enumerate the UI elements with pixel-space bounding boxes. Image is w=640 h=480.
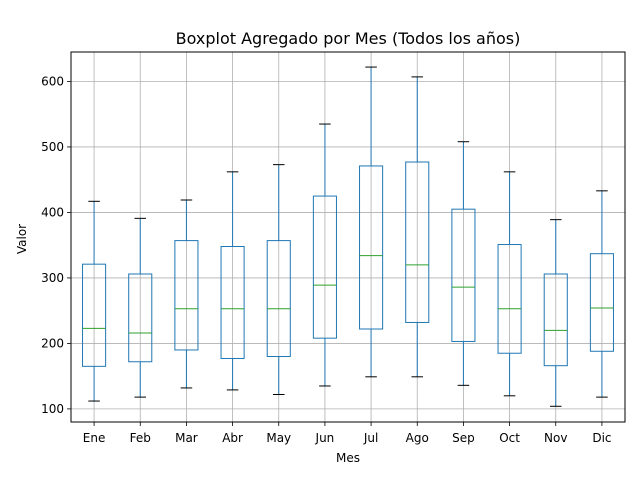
y-tick-label: 500	[41, 140, 64, 154]
box-may	[266, 164, 291, 395]
box-mar	[174, 199, 199, 389]
axis-layer: 100 200 300 400 500 600 Ene Feb Mar Abr May Jun Jul A…	[41, 74, 611, 445]
iqr-box	[589, 253, 614, 352]
x-tick-label: Ago	[406, 431, 429, 445]
x-tick-label: Abr	[222, 431, 243, 445]
y-tick-label: 400	[41, 205, 64, 219]
box-feb	[128, 217, 153, 398]
box-sep	[451, 141, 476, 386]
x-tick-label: Sep	[452, 431, 475, 445]
iqr-box	[82, 263, 107, 367]
y-tick-label: 200	[41, 336, 64, 350]
box-abr	[220, 171, 245, 391]
iqr-box	[174, 240, 199, 351]
chart-title: Boxplot Agregado por Mes (Todos los años…	[176, 29, 521, 48]
iqr-box	[451, 208, 476, 342]
box-nov	[543, 219, 568, 407]
x-tick-label: Mar	[175, 431, 198, 445]
box-oct	[497, 171, 522, 397]
box-dic	[589, 190, 614, 398]
x-tick-label: Nov	[544, 431, 567, 445]
iqr-box	[497, 244, 522, 354]
iqr-box	[543, 273, 568, 367]
box-ago	[405, 76, 430, 378]
x-tick-label: May	[266, 431, 291, 445]
box-ene	[82, 200, 107, 402]
box-jul	[359, 66, 384, 378]
box-jun	[312, 123, 337, 387]
box-layer	[82, 66, 614, 407]
x-tick-label: Jul	[363, 431, 378, 445]
iqr-box	[128, 273, 153, 363]
iqr-box	[312, 195, 337, 339]
x-tick-label: Jun	[315, 431, 335, 445]
x-tick-label: Dic	[592, 431, 611, 445]
plot-frame	[70, 51, 626, 423]
y-tick-label: 300	[41, 271, 64, 285]
x-tick-label: Ene	[83, 431, 106, 445]
y-axis-label: Valor	[15, 224, 29, 254]
y-tick-label: 100	[41, 402, 64, 416]
y-tick-label: 600	[41, 74, 64, 88]
iqr-box	[220, 245, 245, 359]
iqr-box	[266, 240, 291, 358]
iqr-box	[405, 161, 430, 323]
iqr-box	[359, 165, 384, 330]
x-tick-label: Feb	[130, 431, 151, 445]
x-axis-label: Mes	[336, 451, 360, 465]
x-tick-label: Oct	[499, 431, 520, 445]
